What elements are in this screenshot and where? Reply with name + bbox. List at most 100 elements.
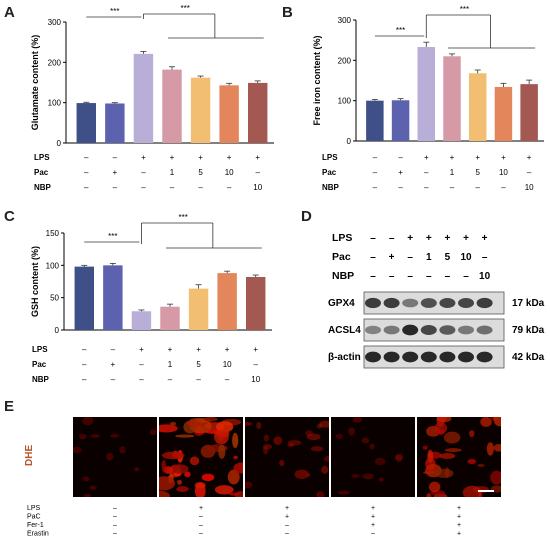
treatment-row-label: Pac — [322, 168, 337, 177]
blot-condition-cell: 10 — [479, 271, 491, 282]
bar — [131, 311, 152, 330]
treatment-cell: – — [111, 345, 116, 354]
treatment-cell: – — [111, 375, 116, 384]
panel-letter-a: A — [4, 4, 15, 21]
cell-signal — [306, 433, 321, 441]
y-axis-label: Glutamate content (%) — [30, 35, 40, 131]
blot-condition-cell: – — [370, 271, 376, 282]
blot-band — [439, 351, 456, 363]
treatment-cell: – — [450, 183, 455, 192]
y-axis-label: Free iron content (%) — [312, 35, 322, 125]
treatment-row-label: NBP — [34, 183, 52, 192]
blot-band — [383, 297, 400, 309]
treatment-cell: + — [168, 345, 173, 354]
cell-signal — [436, 414, 452, 423]
treatment-cell: – — [84, 183, 89, 192]
cell-signal — [351, 473, 360, 479]
treatment-row-label: Pac — [32, 360, 47, 369]
cell-signal — [425, 457, 436, 471]
micrograph-background — [73, 417, 157, 497]
blot-band — [365, 351, 381, 363]
cell-signal — [352, 416, 363, 423]
treatment-cell: 10 — [223, 360, 232, 369]
treatment-cell: – — [82, 375, 87, 384]
cell-signal — [467, 459, 477, 465]
cell-signal — [361, 437, 370, 444]
cell-signal — [462, 485, 482, 500]
treatment-cell: – — [255, 168, 260, 177]
bar — [160, 306, 180, 330]
treatment-row-label: NBP — [32, 375, 50, 384]
bar — [105, 103, 125, 143]
cell-signal — [256, 421, 262, 430]
cell-signal — [279, 459, 285, 467]
blot-band — [420, 298, 437, 308]
bar — [366, 100, 384, 141]
treatment-cell: + — [170, 153, 175, 162]
cell-signal — [214, 485, 234, 495]
cell-signal — [395, 454, 403, 462]
blot-band — [402, 324, 419, 336]
cell-signal — [263, 446, 268, 455]
blot-condition-cell: – — [389, 233, 395, 244]
blot-condition-cell: – — [482, 252, 488, 263]
micro-condition-cell: – — [113, 522, 117, 529]
bar — [443, 56, 461, 141]
treatment-cell: – — [373, 153, 378, 162]
gsh-bar-chart: 0 50 100 150 GSH content (%) *** *** LPS – – + + + + +… — [30, 213, 272, 384]
cell-signal — [72, 446, 82, 454]
treatment-cell: + — [113, 168, 118, 177]
bar — [103, 265, 123, 330]
panel-letter-b: B — [282, 4, 293, 21]
protein-kda: 42 kDa — [512, 352, 545, 363]
bar — [188, 288, 209, 330]
blot-condition-cell: – — [463, 271, 469, 282]
blot-condition-label: LPS — [332, 232, 352, 244]
blot-condition-label: Pac — [332, 251, 351, 263]
micro-condition-cell: + — [457, 514, 461, 521]
cell-signal — [149, 429, 157, 436]
sig-stars: *** — [178, 213, 187, 222]
sig-stars: *** — [180, 4, 189, 13]
cell-signal — [233, 455, 238, 460]
treatment-cell: + — [450, 153, 455, 162]
blot-band — [476, 351, 493, 363]
cell-signal — [486, 442, 494, 456]
y-tick-label: 300 — [48, 18, 62, 27]
blot-band — [383, 325, 400, 335]
micro-condition-cell: + — [371, 514, 375, 521]
cell-signal — [395, 453, 404, 461]
blot-condition-cell: + — [407, 233, 413, 244]
y-tick-label: 0 — [55, 326, 60, 335]
treatment-cell: + — [227, 153, 232, 162]
treatment-cell: – — [198, 183, 203, 192]
treatment-cell: + — [527, 153, 532, 162]
treatment-cell: – — [398, 153, 403, 162]
treatment-row-label: Pac — [34, 168, 49, 177]
micro-condition-cell: + — [457, 531, 461, 538]
micro-condition-cell: – — [371, 531, 375, 538]
bar — [468, 73, 487, 141]
cell-signal — [176, 486, 189, 493]
cell-signal — [232, 432, 239, 449]
treatment-cell: – — [227, 183, 232, 192]
treatment-cell: 10 — [253, 183, 262, 192]
micrograph-lps — [148, 416, 252, 502]
treatment-cell: + — [198, 153, 203, 162]
y-tick-label: 100 — [338, 97, 352, 106]
cell-signal — [215, 429, 230, 438]
treatment-cell: 10 — [251, 375, 260, 384]
bar — [190, 77, 211, 143]
sig-stars: *** — [396, 26, 405, 35]
bar — [248, 82, 268, 143]
bar — [162, 69, 182, 143]
micro-condition-label: PaC — [27, 514, 41, 521]
bar — [494, 86, 513, 141]
blot-band — [458, 351, 474, 363]
treatment-cell: – — [84, 168, 89, 177]
sig-stars: *** — [108, 232, 117, 241]
y-tick-label: 200 — [338, 56, 352, 65]
blot-condition-cell: + — [463, 233, 469, 244]
micrograph-lps-pac-fer1-erastin — [417, 412, 507, 501]
micro-condition-cell: – — [113, 514, 117, 521]
